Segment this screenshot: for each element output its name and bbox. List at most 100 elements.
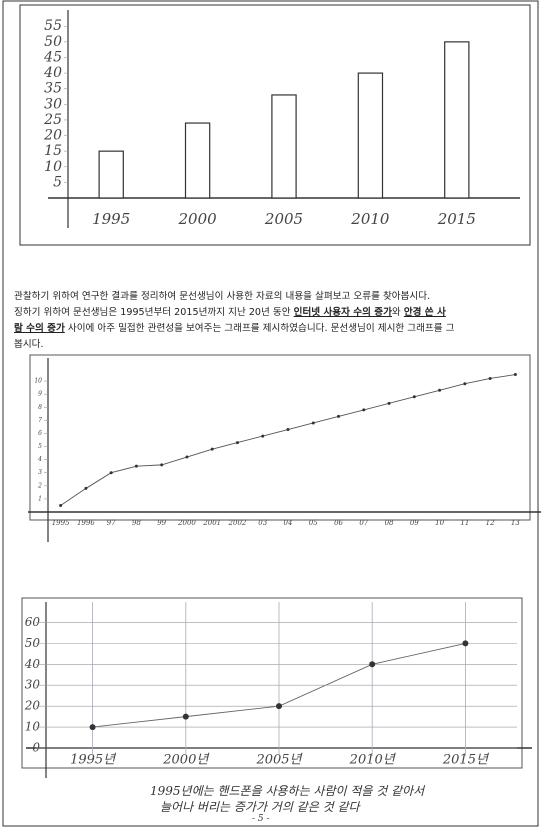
y-tick-label: 1 xyxy=(38,495,42,502)
x-tick-label: 05 xyxy=(309,519,318,527)
paragraph-line: 징하기 위하여 문선생님은 1995년부터 2015년까지 지난 20년 동안 … xyxy=(14,304,526,318)
y-tick-label: 3 xyxy=(38,469,42,476)
bar xyxy=(272,95,296,198)
y-tick-label: 10 xyxy=(44,159,62,175)
point xyxy=(160,463,163,466)
paragraph-line: 람 수의 증가 사이에 아주 밀접한 관련성을 보여주는 그래프를 제시하였습니… xyxy=(14,320,526,334)
point xyxy=(514,373,517,376)
x-tick-label: 2010 xyxy=(350,210,390,228)
emphasis: 람 수의 증가 xyxy=(14,323,65,334)
point xyxy=(59,504,62,507)
page-number: - 5 - xyxy=(252,814,270,824)
chart-frame xyxy=(30,355,530,520)
y-tick-label: 25 xyxy=(43,112,62,128)
x-tick-label: 12 xyxy=(486,519,495,527)
x-tick-label: 07 xyxy=(359,519,368,527)
text: 징하기 위하여 문선생님은 1995년부터 2015년까지 지난 20년 동안 xyxy=(14,307,294,318)
y-tick-label: 40 xyxy=(43,65,62,81)
y-tick-label: 40 xyxy=(24,657,41,671)
point xyxy=(312,421,315,424)
y-tick-label: 50 xyxy=(44,34,62,50)
bar xyxy=(99,151,123,198)
point xyxy=(287,428,290,431)
point xyxy=(388,402,391,405)
x-tick-label: 09 xyxy=(410,519,419,527)
x-tick-label: 98 xyxy=(132,519,141,527)
x-tick-label: 10 xyxy=(435,519,444,527)
x-tick-label: 1995 xyxy=(92,210,130,228)
x-tick-label: 08 xyxy=(385,519,394,527)
point xyxy=(337,415,340,418)
x-tick-label: 2001 xyxy=(202,519,221,527)
y-tick-label: 4 xyxy=(37,456,42,463)
y-tick-label: 50 xyxy=(25,636,41,650)
point xyxy=(84,487,87,490)
chart-frame xyxy=(22,598,522,768)
x-tick-label: 99 xyxy=(157,519,166,527)
x-tick-label: 2005 xyxy=(264,210,303,228)
x-tick-label: 2000 xyxy=(177,519,196,527)
point xyxy=(276,703,282,709)
point xyxy=(369,661,375,667)
text: 사이에 아주 밀접한 관련성을 보여주는 그래프를 제시하였습니다. 문선생님이… xyxy=(65,323,455,334)
paragraph-line: 관찰하기 위하여 연구한 결과를 정리하여 문선생님이 사용한 자료의 내용을 … xyxy=(14,288,526,302)
x-tick-label: 1995년 xyxy=(70,753,117,768)
y-tick-label: 7 xyxy=(38,417,42,424)
x-tick-label: 2000 xyxy=(178,210,218,228)
handwritten-note: 늘어나 버리는 증가가 거의 같은 것 같다 xyxy=(160,798,360,815)
point xyxy=(438,389,441,392)
point xyxy=(185,456,188,459)
y-tick-label: 60 xyxy=(25,615,41,629)
page: 5101520253035404550551995200020052010201… xyxy=(0,0,541,828)
point xyxy=(211,448,214,451)
bar xyxy=(186,123,210,198)
emphasis: 안경 쓴 사 xyxy=(404,307,446,318)
y-tick-label: 10 xyxy=(34,378,42,385)
x-tick-label: 97 xyxy=(107,519,116,527)
x-tick-label: 2002 xyxy=(228,519,247,527)
y-tick-label: 55 xyxy=(44,18,62,34)
y-tick-label: 20 xyxy=(24,699,41,713)
y-tick-label: 45 xyxy=(43,49,62,65)
x-tick-label: 2010년 xyxy=(349,753,397,768)
y-tick-label: 6 xyxy=(38,430,42,437)
y-tick-label: 0 xyxy=(32,741,40,755)
x-tick-label: 2015년 xyxy=(442,753,490,768)
y-tick-label: 9 xyxy=(38,391,42,398)
x-tick-label: 1996 xyxy=(77,519,95,527)
handwritten-note: 1995년에는 핸드폰을 사용하는 사람이 적을 것 같아서 xyxy=(150,782,424,799)
line xyxy=(61,375,516,506)
x-tick-label: 11 xyxy=(460,519,469,527)
point xyxy=(489,377,492,380)
point xyxy=(110,471,113,474)
x-tick-label: 13 xyxy=(511,519,520,527)
text: 와 xyxy=(392,307,404,318)
emphasis: 인터넷 사용자 수의 증가 xyxy=(294,307,392,318)
x-tick-label: 2005년 xyxy=(255,753,303,768)
charts: 5101520253035404550551995200020052010201… xyxy=(0,0,541,828)
x-tick-label: 1995 xyxy=(52,519,70,527)
point xyxy=(463,382,466,385)
y-tick-label: 30 xyxy=(44,96,62,112)
y-tick-label: 5 xyxy=(53,174,62,190)
point xyxy=(413,395,416,398)
y-tick-label: 30 xyxy=(25,678,41,692)
x-tick-label: 03 xyxy=(258,519,267,527)
point xyxy=(362,408,365,411)
point xyxy=(462,640,468,646)
x-tick-label: 2015 xyxy=(437,210,476,228)
x-tick-label: 04 xyxy=(284,519,293,527)
text: 관찰하기 위하여 연구한 결과를 정리하여 문선생님이 사용한 자료의 내용을 … xyxy=(14,291,430,302)
point xyxy=(183,714,189,720)
point xyxy=(90,724,96,730)
point xyxy=(236,441,239,444)
x-tick-label: 06 xyxy=(334,519,343,527)
bar xyxy=(445,42,469,198)
y-tick-label: 10 xyxy=(25,720,41,734)
y-tick-label: 5 xyxy=(38,443,42,450)
y-tick-label: 2 xyxy=(37,482,42,489)
y-tick-label: 8 xyxy=(38,404,42,411)
y-tick-label: 35 xyxy=(44,81,62,97)
bar xyxy=(358,73,382,198)
y-tick-label: 20 xyxy=(43,128,62,144)
